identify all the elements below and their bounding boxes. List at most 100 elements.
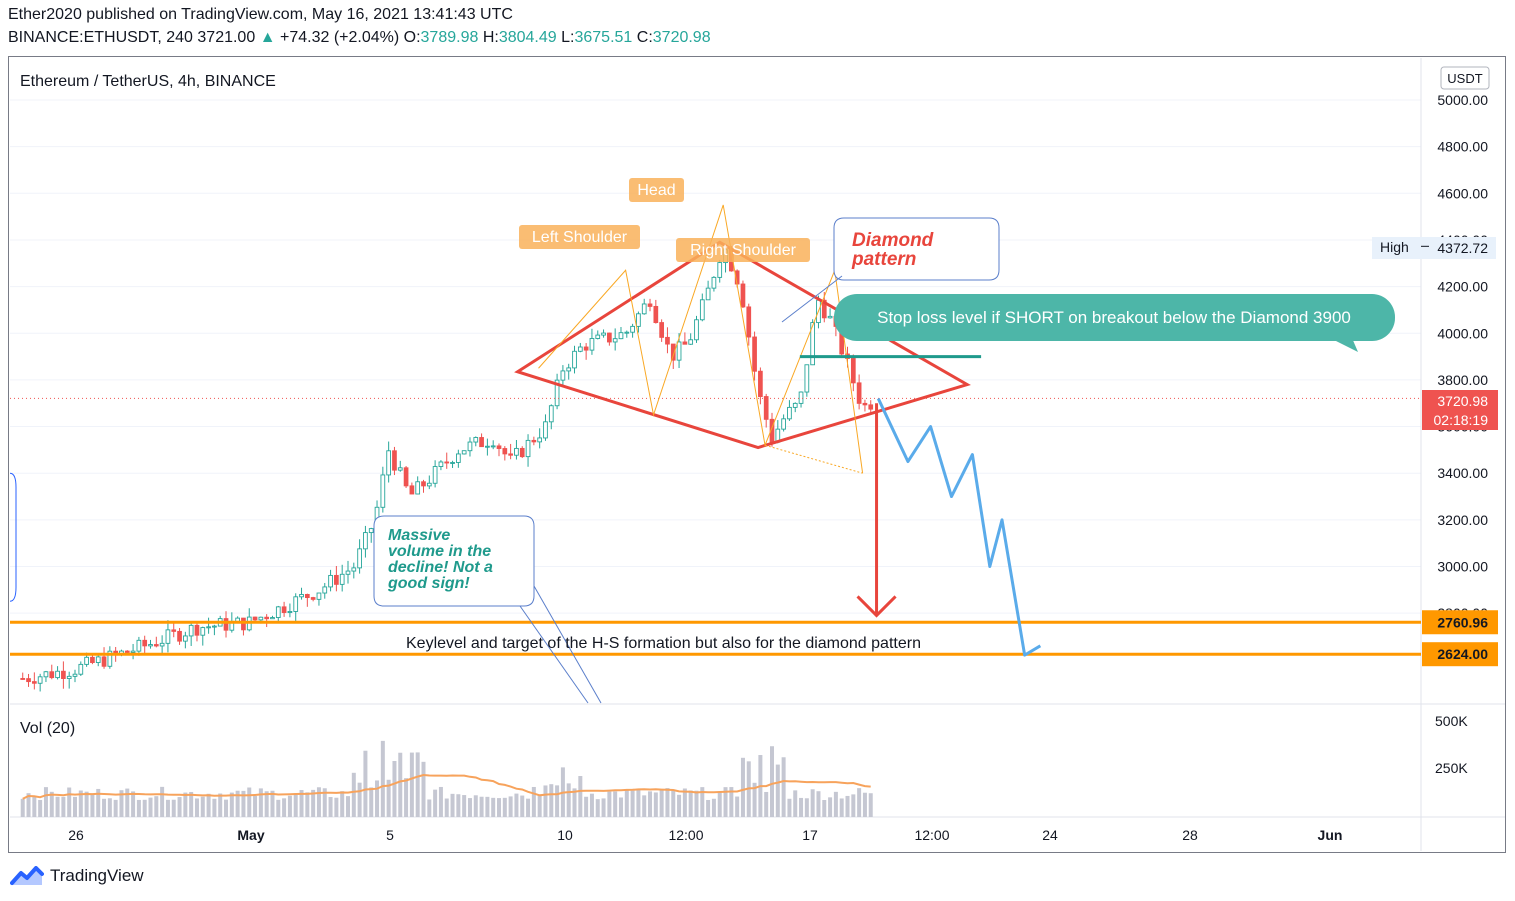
candle xyxy=(456,449,461,468)
candle xyxy=(287,603,293,618)
candle-body xyxy=(392,450,397,471)
candle-body xyxy=(281,606,287,613)
candle-body xyxy=(862,402,868,406)
volume-bar xyxy=(218,793,223,817)
volume-bar xyxy=(502,797,507,817)
volume-bar xyxy=(20,798,25,817)
volume-bar xyxy=(851,794,856,817)
candle xyxy=(304,593,310,607)
candle xyxy=(270,615,275,620)
candle xyxy=(345,560,351,584)
candle-body xyxy=(252,616,258,621)
volume-bar xyxy=(212,798,217,817)
candle-body xyxy=(49,671,55,679)
time-tick-label: 12:00 xyxy=(668,827,703,843)
chart-title: Ethereum / TetherUS, 4h, BINANCE xyxy=(20,73,276,90)
candle xyxy=(310,596,316,602)
volume-bar xyxy=(154,796,159,817)
candle-body xyxy=(653,305,659,324)
symbol-ohlc-line: BINANCE:ETHUSDT, 240 3721.00 ▲ +74.32 (+… xyxy=(8,29,711,47)
volume-bar xyxy=(229,792,234,817)
candle xyxy=(31,672,37,690)
candle xyxy=(752,331,757,381)
candle xyxy=(426,475,432,490)
volume-bar xyxy=(688,790,693,817)
volume-bar xyxy=(433,789,438,817)
high-marker-bg xyxy=(1372,237,1496,259)
candle xyxy=(531,436,537,446)
volume-bar xyxy=(444,798,449,817)
candle xyxy=(711,276,717,292)
candle-body xyxy=(601,332,606,336)
volume-bar xyxy=(700,787,705,817)
volume-bar xyxy=(322,788,327,817)
volume-bar xyxy=(253,796,258,817)
volume-bar xyxy=(189,791,194,817)
candle-body xyxy=(264,616,270,620)
diamond-callout-pointer xyxy=(781,275,843,323)
candle xyxy=(572,345,577,374)
candle-body xyxy=(26,678,31,683)
candle xyxy=(136,636,142,656)
candle xyxy=(624,330,630,338)
candle xyxy=(862,399,868,412)
close-key: C: xyxy=(636,29,653,46)
volume-bar xyxy=(607,791,612,817)
currency-box xyxy=(1440,66,1490,90)
candle-body xyxy=(740,283,746,308)
head-label-bg xyxy=(629,178,684,202)
volume-bar xyxy=(706,799,711,817)
candle xyxy=(171,623,177,638)
candle-body xyxy=(55,670,60,679)
candle-body xyxy=(647,303,653,307)
volume-bar xyxy=(334,797,339,817)
candle xyxy=(490,440,496,450)
candle-body xyxy=(386,450,391,476)
volume-bar xyxy=(102,798,107,817)
volume-bar xyxy=(601,798,606,817)
volume-bar xyxy=(467,798,472,817)
candle-body xyxy=(212,625,217,628)
price-tick-label: 4000.00 xyxy=(1437,325,1488,341)
candle xyxy=(148,639,153,649)
volume-bar xyxy=(549,784,554,817)
level-badge-value: 2760.96 xyxy=(1437,614,1488,630)
candle-body xyxy=(548,405,554,423)
volume-bar xyxy=(421,761,426,817)
candle xyxy=(212,624,217,636)
candle-body xyxy=(200,627,206,636)
candle xyxy=(746,303,752,346)
volume-bar xyxy=(723,787,728,817)
candle xyxy=(66,671,72,689)
candle-body xyxy=(560,370,566,381)
volume-bar xyxy=(177,797,182,817)
volume-bar xyxy=(752,782,757,817)
volume-bar xyxy=(305,792,310,817)
candle xyxy=(386,441,391,483)
candle-body xyxy=(275,606,281,618)
candle-body xyxy=(432,466,438,484)
candle-body xyxy=(397,467,403,471)
volume-bar xyxy=(828,797,833,817)
volume-bar xyxy=(351,772,356,817)
candle xyxy=(153,636,159,648)
candle xyxy=(699,293,705,322)
candle xyxy=(334,565,339,592)
candle-body xyxy=(316,592,322,600)
candle-body xyxy=(490,445,496,448)
candle-body xyxy=(421,481,426,487)
volume-bar xyxy=(107,798,112,817)
volume-bar xyxy=(799,797,804,817)
price-tick-label: 3800.00 xyxy=(1437,372,1488,388)
candle-body xyxy=(194,624,200,636)
candle-body xyxy=(95,656,101,663)
volume-bar xyxy=(43,787,48,817)
candle xyxy=(392,446,397,476)
volume-bar xyxy=(287,795,292,817)
volume-bar xyxy=(369,787,374,817)
last-price-label: 3721.00 xyxy=(197,29,256,46)
candle xyxy=(467,437,473,457)
candle xyxy=(740,280,746,308)
